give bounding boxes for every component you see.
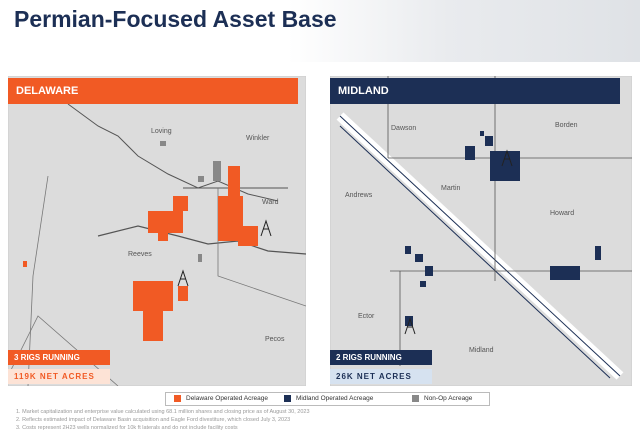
- acres-badge: 119K NET ACRES: [8, 369, 110, 384]
- footnote: 3. Costs represent 2H23 wells normalized…: [16, 425, 238, 431]
- county-label: Borden: [555, 122, 578, 129]
- legend-label: Non-Op Acreage: [424, 395, 473, 403]
- footnote: 1. Market capitalization and enterprise …: [16, 409, 310, 415]
- county-label: Martin: [441, 185, 461, 192]
- legend-item: Non-Op Acreage: [412, 395, 472, 402]
- county-label: Loving: [151, 128, 172, 135]
- rigs-badge: 2 RIGS RUNNING: [330, 350, 432, 365]
- acres-badge: 26K NET ACRES: [330, 369, 432, 384]
- county-label: Dawson: [391, 125, 417, 132]
- rigs-badge: 3 RIGS RUNNING: [8, 350, 110, 365]
- legend-label: Delaware Operated Acreage: [186, 395, 269, 403]
- footnote: 2. Reflects estimated impact of Delaware…: [16, 417, 291, 423]
- header-band: [0, 0, 640, 62]
- legend: Delaware Operated Acreage Midland Operat…: [165, 392, 490, 406]
- county-label: Ector: [358, 313, 375, 320]
- county-label: Ward: [262, 199, 279, 206]
- county-label: Howard: [550, 210, 575, 217]
- legend-label: Midland Operated Acreage: [296, 395, 374, 403]
- county-label: Reeves: [128, 251, 152, 258]
- county-label: Pecos: [265, 336, 285, 343]
- county-label: Winkler: [246, 135, 270, 142]
- delaware-map: [8, 76, 306, 386]
- panel-header: DELAWARE: [8, 78, 298, 104]
- panel-header: MIDLAND: [330, 78, 620, 104]
- midland-map: [330, 76, 632, 386]
- legend-item: Midland Operated Acreage: [284, 395, 373, 402]
- county-label: Andrews: [345, 192, 373, 199]
- county-label: Midland: [469, 347, 494, 354]
- slide-title: Permian-Focused Asset Base: [14, 6, 337, 32]
- legend-item: Delaware Operated Acreage: [174, 395, 268, 402]
